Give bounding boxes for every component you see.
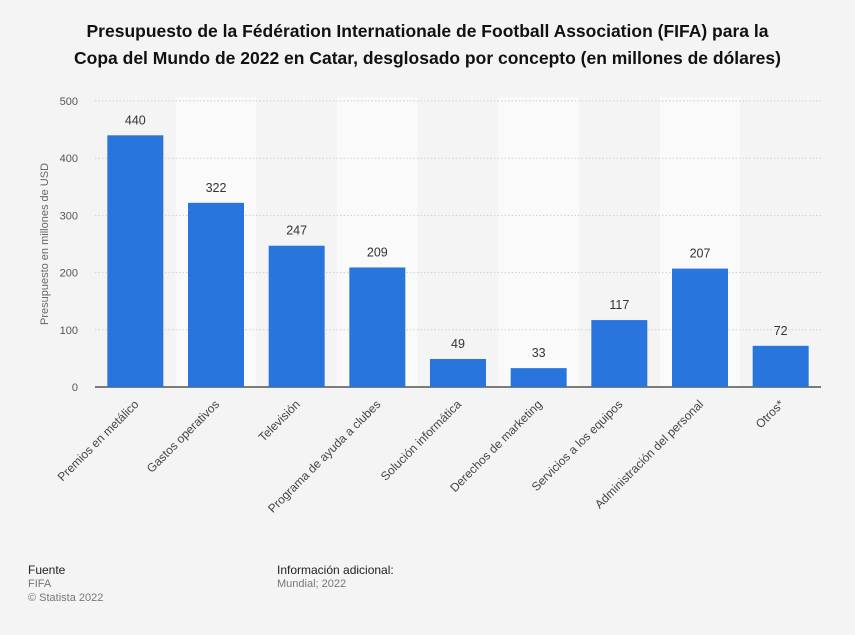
bar xyxy=(188,202,244,387)
data-label: 117 xyxy=(609,298,629,312)
source-block: Fuente FIFA © Statista 2022 xyxy=(28,563,103,605)
bar xyxy=(672,268,728,387)
copyright: © Statista 2022 xyxy=(28,592,104,604)
y-tick-label: 500 xyxy=(60,96,78,108)
y-axis-label: Presupuesto en millones de USD xyxy=(39,163,51,325)
data-label: 33 xyxy=(532,346,546,360)
bar xyxy=(430,358,486,387)
bar xyxy=(349,267,406,387)
source-name: FIFA xyxy=(28,578,52,590)
bar xyxy=(752,345,809,387)
data-label: 322 xyxy=(206,181,227,195)
y-tick-label: 100 xyxy=(60,325,78,337)
x-tick-label: Televisión xyxy=(256,397,303,444)
data-label: 247 xyxy=(286,224,307,238)
column-band xyxy=(498,97,579,387)
y-tick-label: 200 xyxy=(60,268,78,280)
x-tick-label: Solución informática xyxy=(378,397,465,484)
x-tick-label: Otros* xyxy=(753,397,787,431)
chart-title-line-2: Copa del Mundo de 2022 en Catar, desglos… xyxy=(74,48,781,68)
source-heading: Fuente xyxy=(28,563,66,577)
bar xyxy=(107,135,164,387)
x-tick-label: Premios en metálico xyxy=(55,397,142,484)
x-tick-label: Servicios a los equipos xyxy=(529,397,626,494)
bar-chart: 0 100 200 300 400 500 Presupuesto en millones … xyxy=(39,96,821,516)
bar xyxy=(591,320,648,387)
data-label: 209 xyxy=(367,245,388,259)
data-label: 207 xyxy=(690,247,711,261)
bar xyxy=(510,368,567,387)
additional-info-heading: Información adicional: xyxy=(277,563,394,577)
chart-title: Presupuesto de la Fédération Internation… xyxy=(20,18,835,72)
x-tick-label: Gastos operativos xyxy=(144,397,222,475)
chart-title-line-1: Presupuesto de la Fédération Internation… xyxy=(86,21,769,41)
additional-info-text: Mundial; 2022 xyxy=(277,578,347,590)
y-tick-label: 300 xyxy=(60,210,78,222)
additional-info-block: Información adicional: Mundial; 2022 xyxy=(277,563,394,591)
data-label: 49 xyxy=(451,337,465,351)
x-tick-label: Derechos de marketing xyxy=(447,397,545,495)
y-tick-label: 400 xyxy=(60,153,78,165)
data-label: 440 xyxy=(125,113,146,127)
y-tick-label: 0 xyxy=(72,382,78,394)
data-label: 72 xyxy=(774,324,788,338)
bar xyxy=(268,245,325,387)
